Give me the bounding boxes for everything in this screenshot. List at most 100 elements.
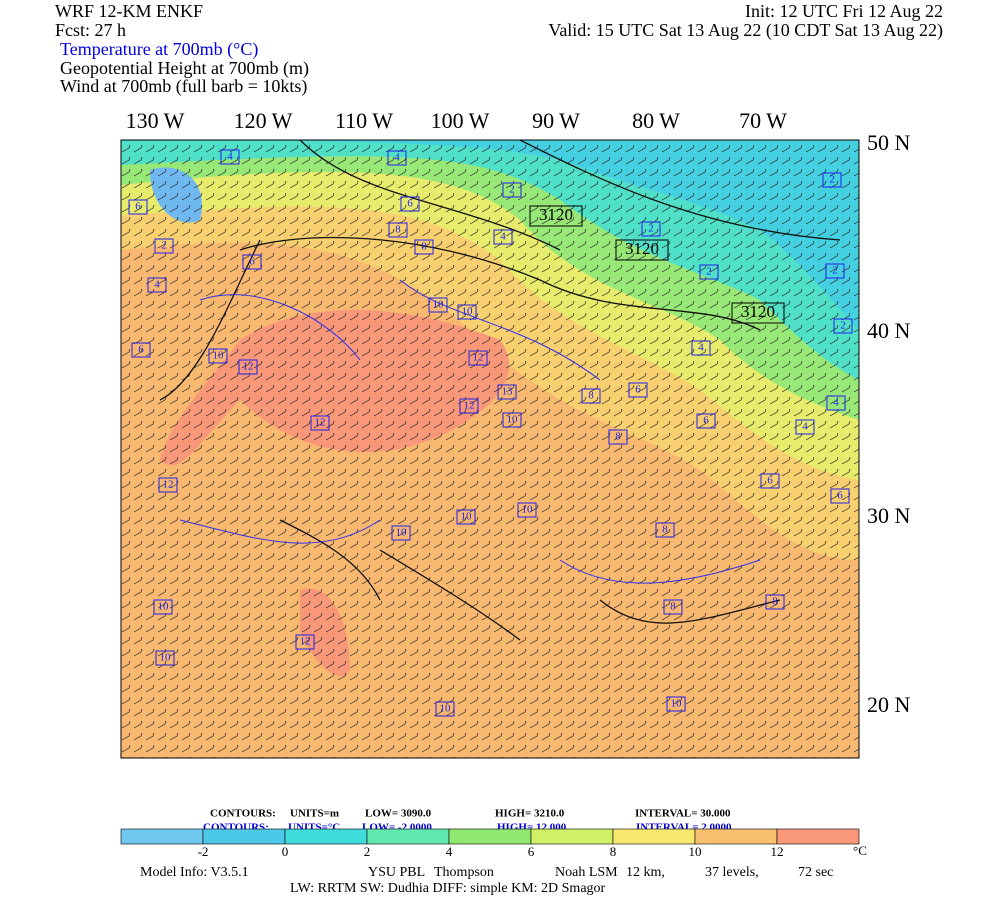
temp-label-box	[310, 415, 330, 431]
footer-item: Model Info: V3.5.1	[140, 865, 249, 880]
temp-label: 6	[138, 344, 144, 356]
temp-label-box	[208, 348, 228, 364]
temp-label: 8	[421, 241, 427, 253]
colorbar-label: 0	[282, 844, 289, 859]
temp-label-box	[147, 277, 167, 293]
temp-label-box	[459, 398, 479, 414]
colorbar-box	[202, 828, 286, 845]
temp-label: 2	[840, 320, 846, 332]
temp-label: 8	[588, 390, 594, 402]
colorbar-box	[694, 828, 778, 845]
temp-label: 8	[670, 601, 676, 613]
temp-label: 2	[706, 266, 712, 278]
temp-label-box	[242, 254, 262, 270]
map-field	[121, 140, 859, 758]
temp-label-box	[414, 239, 434, 255]
temp-label-box	[825, 263, 845, 279]
colorbar-box	[530, 828, 614, 845]
contour-info: INTERVAL= 30.000	[635, 808, 731, 820]
longitude-label: 100 W	[431, 108, 490, 133]
map-frame	[120, 139, 860, 759]
contour-info: HIGH= 3210.0	[495, 808, 565, 820]
temp-label: 13	[502, 386, 514, 398]
contour-info: CONTOURS:	[210, 808, 276, 820]
colorbar-unit: °C	[853, 843, 867, 858]
height-label-box	[731, 302, 785, 324]
temp-label-box	[795, 419, 815, 435]
temp-label: 8	[772, 596, 778, 608]
temp-label-box	[699, 264, 719, 280]
temp-label: 4	[833, 397, 839, 409]
temp-label: 12	[315, 417, 326, 429]
colorbar-label: 10	[689, 844, 702, 859]
temp-label: 2	[829, 174, 835, 186]
temp-label-box	[826, 395, 846, 411]
temp-label-box	[155, 650, 175, 666]
temp-label: 4	[394, 152, 400, 164]
temp-label: 6	[767, 475, 773, 487]
temp-label: 8	[662, 524, 668, 536]
colorbar-label: 4	[446, 844, 453, 859]
temp-label-box	[457, 304, 477, 320]
latitude-label: 20 N	[867, 692, 911, 717]
temp-label-box	[468, 350, 488, 366]
valid-time: Valid: 15 UTC Sat 13 Aug 22 (10 CDT Sat …	[548, 20, 943, 41]
temp-label: 10	[158, 601, 170, 613]
colorbar-label: -2	[198, 844, 209, 859]
height-label-box	[529, 205, 583, 227]
temp-label: 2	[509, 184, 515, 196]
temp-label-box	[666, 696, 686, 712]
longitude-label: 90 W	[532, 108, 580, 133]
forecast-hour: Fcst: 27 h	[55, 20, 126, 40]
height-label-box	[615, 239, 669, 261]
colorbar-box	[120, 828, 204, 845]
temp-label: 4	[154, 279, 160, 291]
footer-item: 72 sec	[798, 865, 833, 880]
temp-label-box	[502, 412, 522, 428]
init-time: Init: 12 UTC Fri 12 Aug 22	[745, 1, 943, 21]
footer-item: Thompson	[434, 865, 494, 880]
temp-label-box	[295, 634, 315, 650]
colorbar-box	[776, 828, 860, 845]
height-label: 3120	[625, 239, 659, 258]
temp-label: 2	[832, 265, 838, 277]
temp-label-box	[641, 221, 661, 237]
temp-label: 4	[500, 231, 506, 243]
field-label: Temperature at 700mb (°C)	[60, 39, 258, 60]
temp-label-box	[691, 340, 711, 356]
temp-label: 12	[464, 400, 475, 412]
temp-label-box	[655, 522, 675, 538]
longitude-label: 80 W	[632, 108, 680, 133]
contour-info: LOW= 3090.0	[365, 808, 432, 820]
temp-label: 12	[473, 352, 484, 364]
footer-item: Noah LSM	[555, 865, 618, 880]
temp-label-box	[128, 199, 148, 215]
latitude-label: 30 N	[867, 503, 911, 528]
temp-label: 6	[635, 384, 641, 396]
temp-label: 4	[227, 151, 233, 163]
temp-label-box	[493, 229, 513, 245]
temp-label: 2	[161, 240, 167, 252]
footer-item: LW: RRTM SW: Dudhia DIFF: simple KM: 2D …	[290, 881, 606, 896]
colorbar-label: 12	[771, 844, 784, 859]
colorbar-label: 6	[528, 844, 535, 859]
temp-label: 12	[243, 361, 254, 373]
footer-item: 37 levels,	[705, 865, 759, 880]
temp-label-box	[608, 429, 628, 445]
temp-label-box	[822, 172, 842, 188]
temp-label: 6	[249, 256, 255, 268]
temp-label: 2	[648, 223, 654, 235]
temp-label-box	[238, 359, 258, 375]
colorbar-box	[612, 828, 696, 845]
temp-label: 10	[433, 299, 445, 311]
temp-label-box	[663, 599, 683, 615]
temp-label: 10	[213, 350, 225, 362]
colorbar-box	[366, 828, 450, 845]
temp-label: 12	[163, 479, 174, 491]
temp-label-box	[830, 488, 850, 504]
temp-label-box	[131, 342, 151, 358]
temp-label-box	[435, 701, 455, 717]
temp-label-box	[760, 473, 780, 489]
temp-label: 10	[507, 414, 519, 426]
temp-label-box	[158, 477, 178, 493]
